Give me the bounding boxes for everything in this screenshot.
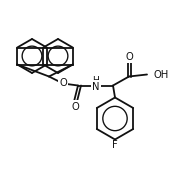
Text: H: H <box>93 76 99 85</box>
Text: OH: OH <box>153 70 168 79</box>
Text: O: O <box>59 79 67 89</box>
Text: N: N <box>92 82 100 91</box>
Text: F: F <box>112 139 118 149</box>
Text: O: O <box>72 102 79 112</box>
Text: O: O <box>125 52 133 61</box>
